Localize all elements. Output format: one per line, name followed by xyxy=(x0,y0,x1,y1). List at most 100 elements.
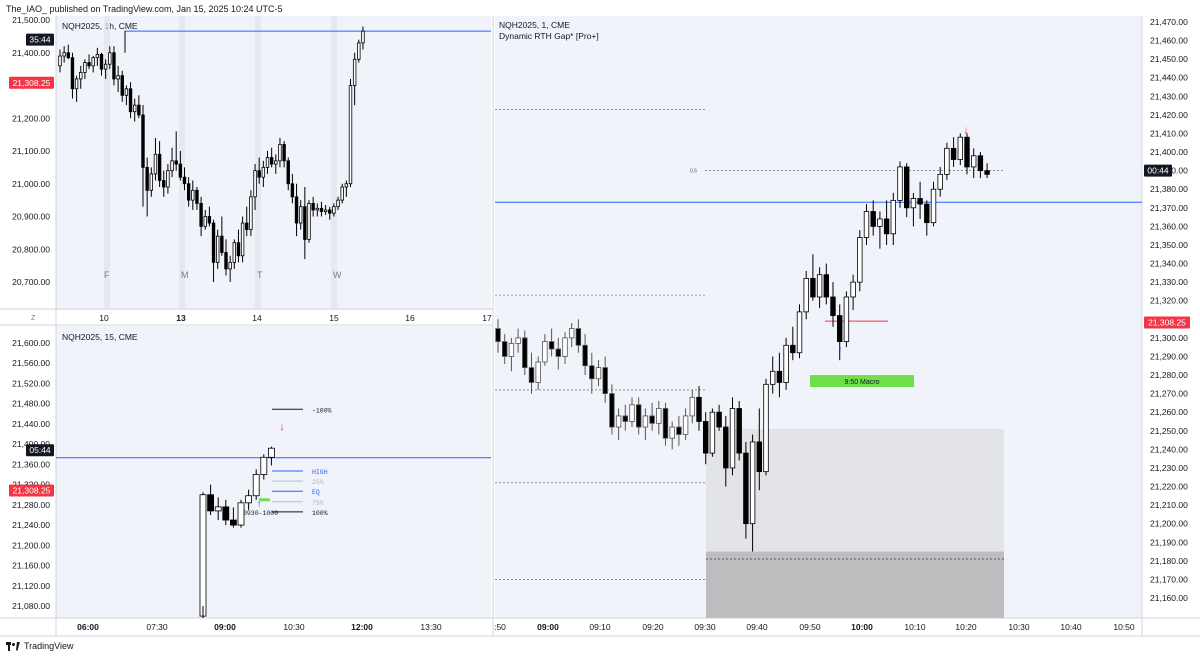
y-tick-label: 21,460.00 xyxy=(1150,36,1188,46)
candle xyxy=(682,415,689,435)
candle xyxy=(823,274,829,298)
candle xyxy=(515,337,521,344)
candle xyxy=(274,160,278,165)
candle xyxy=(87,62,91,67)
y-tick-label: 21,260.00 xyxy=(1150,407,1188,417)
x-tick-label: 10:50 xyxy=(1113,622,1135,632)
pane-15-title: NQH2025, 15, CME xyxy=(62,332,138,342)
candle xyxy=(622,415,628,422)
candle xyxy=(166,170,170,188)
price-tag-bg xyxy=(1144,316,1190,329)
y-tick-label: 21,480.00 xyxy=(12,399,50,409)
candle xyxy=(215,235,220,263)
x-tick-label: 10:40 xyxy=(1060,622,1082,632)
candle xyxy=(783,344,789,383)
candle xyxy=(636,404,642,428)
fib-label: 0.5 xyxy=(690,169,697,175)
session-band xyxy=(104,16,110,310)
y-tick-label: 21,220.00 xyxy=(1150,482,1188,492)
y-tick-label: 21,430.00 xyxy=(1150,91,1188,101)
candle xyxy=(99,53,104,70)
candle xyxy=(252,474,260,497)
candle xyxy=(971,155,977,168)
candle xyxy=(261,166,266,178)
pane-15-plot[interactable] xyxy=(56,326,491,618)
candle xyxy=(240,222,245,257)
candle xyxy=(555,348,561,357)
candle xyxy=(548,341,555,350)
y-tick-label: 21,350.00 xyxy=(1150,240,1188,250)
y-tick-label: 21,180.00 xyxy=(1150,556,1188,566)
candle xyxy=(70,57,75,90)
y-tick-label: 21,200.00 xyxy=(12,113,50,123)
y-tick-label: 21,120.00 xyxy=(12,581,50,591)
day-label: F xyxy=(104,270,110,280)
candle xyxy=(174,160,178,165)
x-tick-label: 07:30 xyxy=(146,622,168,632)
candle xyxy=(629,404,635,422)
candle xyxy=(575,328,582,346)
y-tick-label: 21,240.00 xyxy=(12,520,50,530)
session-band xyxy=(255,16,261,310)
x-tick-label: 13:30 xyxy=(420,622,442,632)
candle xyxy=(269,157,274,165)
y-tick-label: 21,200.00 xyxy=(1150,519,1188,529)
x-tick-label: 10:20 xyxy=(955,622,977,632)
y-tick-label: 21,280.00 xyxy=(12,500,50,510)
candle xyxy=(282,144,286,162)
candle xyxy=(957,136,963,160)
candle xyxy=(162,180,166,188)
y-tick-label: 21,000.00 xyxy=(12,179,50,189)
z-label: Z xyxy=(31,315,36,322)
y-tick-label: 21,190.00 xyxy=(1150,537,1188,547)
candle xyxy=(108,52,112,65)
down-arrow-icon: ↓ xyxy=(279,421,285,433)
candle xyxy=(917,198,923,205)
pane-1h-plot[interactable] xyxy=(56,16,491,310)
day-label: M xyxy=(181,270,189,280)
candle xyxy=(294,196,299,224)
candle xyxy=(522,337,528,369)
candle xyxy=(877,218,883,227)
candle xyxy=(103,63,108,70)
candle xyxy=(716,411,722,428)
candle xyxy=(910,198,917,209)
x-tick-label: 10:30 xyxy=(283,622,305,632)
candle xyxy=(58,55,62,67)
candle xyxy=(267,447,275,458)
candle xyxy=(703,421,709,454)
macro-marker xyxy=(259,498,270,502)
candle xyxy=(228,261,232,270)
candle xyxy=(589,365,595,380)
y-tick-label: 20,900.00 xyxy=(12,212,50,222)
tradingview-footer: TradingView xyxy=(6,641,74,651)
candle xyxy=(348,85,353,185)
candle xyxy=(964,136,970,168)
macro-label: 9:50 Macro xyxy=(844,379,879,386)
candle xyxy=(120,75,124,96)
pane-1m-title: NQH2025, 1, CME xyxy=(499,20,570,30)
x-tick-label: 10 xyxy=(99,313,109,323)
x-tick-label: 09:10 xyxy=(589,622,611,632)
x-tick-label: 12:00 xyxy=(351,622,373,632)
pane-1h-title: NQH2025, 1h, CME xyxy=(62,21,138,31)
y-tick-label: 20,800.00 xyxy=(12,244,50,254)
candle xyxy=(776,370,783,383)
candle xyxy=(323,209,328,212)
candle xyxy=(863,211,870,238)
candle xyxy=(656,408,662,424)
candle xyxy=(810,278,816,298)
macro-box xyxy=(810,375,914,388)
y-tick-label: 21,300.00 xyxy=(1150,333,1188,343)
y-tick-label: 21,100.00 xyxy=(12,146,50,156)
tradingview-brand: TradingView xyxy=(24,641,74,651)
publish-header: The_IAO_ published on TradingView.com, J… xyxy=(6,4,283,14)
pane-1h-chart: FMTW21,500.0021,400.0021,300.0021,200.00… xyxy=(9,15,492,323)
y-tick-label: 21,450.00 xyxy=(1150,54,1188,64)
candle xyxy=(763,383,769,473)
candle xyxy=(756,441,762,473)
candle xyxy=(937,173,943,190)
candle xyxy=(582,344,588,367)
level-label: 100% xyxy=(312,510,328,517)
